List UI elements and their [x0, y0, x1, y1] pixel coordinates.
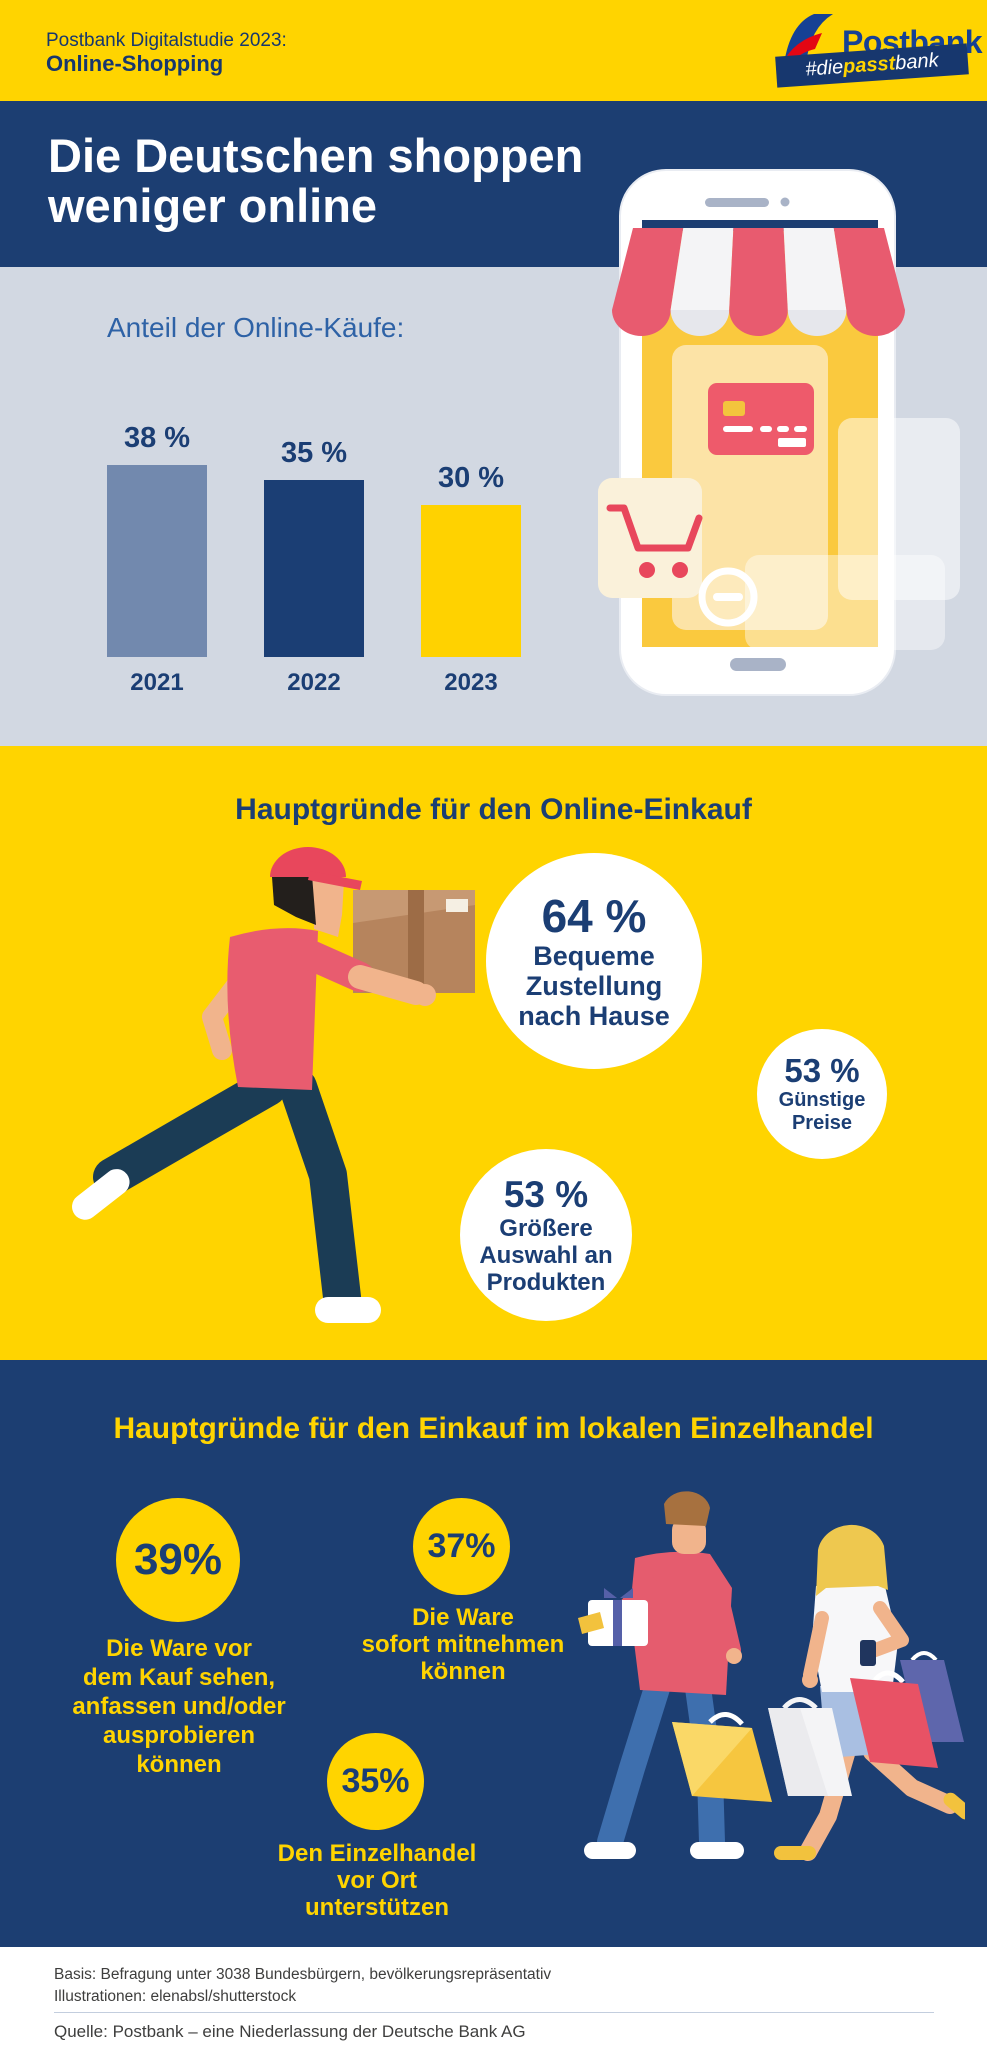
stat-circle-37: 37% [413, 1498, 510, 1595]
bar-value-label: 38 % [123, 422, 191, 454]
stat-value: 37% [427, 1527, 496, 1565]
footer-source: Quelle: Postbank – eine Niederlassung de… [54, 2022, 526, 2041]
bar [421, 505, 521, 657]
stat-label: Günstige Preise [778, 1089, 866, 1134]
local-reasons-heading: Hauptgründe für den Einkauf im lokalen E… [113, 1412, 874, 1445]
bar [264, 480, 364, 657]
study-kicker: Postbank Digitalstudie 2023: [46, 30, 287, 51]
stat-value: 39% [133, 1535, 223, 1584]
bar-value-label: 30 % [437, 462, 505, 494]
stat-circle-53-selection: 53 % Größere Auswahl an Produkten [460, 1149, 632, 1321]
badge-text-post: bank [894, 49, 940, 75]
bar-chart: 38 % 2021 35 % 2022 30 % 2023 [107, 422, 521, 696]
bar-year-label: 2023 [444, 669, 498, 696]
online-reasons-heading: Hauptgründe für den Online-Einkauf [235, 793, 752, 826]
stat-label: Die Ware sofort mitnehmen können [361, 1604, 565, 1685]
footer-band [0, 1947, 987, 2048]
stat-label: Größere Auswahl an Produkten [479, 1215, 613, 1296]
footer-illustrations-credit: Illustrationen: elenabsl/shutterstock [54, 1988, 297, 2005]
bar-year-label: 2022 [287, 669, 341, 696]
stat-value: 35% [341, 1762, 410, 1800]
stat-value: 64 % [541, 890, 647, 942]
bar-column-2021: 38 % 2021 [107, 422, 207, 696]
stat-label: Bequeme Zustellung nach Hause [518, 941, 670, 1031]
bar-column-2023: 30 % 2023 [421, 462, 521, 696]
stat-label: Den Einzelhandel vor Ort unterstützen [277, 1840, 477, 1921]
badge-text-pre: #die [804, 56, 844, 81]
stat-circle-53-prices: 53 % Günstige Preise [757, 1029, 887, 1159]
bar [107, 465, 207, 657]
badge-text-highlight: passt [842, 52, 897, 78]
stat-circle-35: 35% [327, 1733, 424, 1830]
stat-label: Die Ware vor dem Kauf sehen, anfassen un… [72, 1635, 286, 1778]
bar-column-2022: 35 % 2022 [264, 437, 364, 696]
stat-circle-39: 39% [116, 1498, 240, 1622]
page-title: Die Deutschen shoppen weniger online [48, 129, 584, 232]
bar-year-label: 2021 [130, 669, 184, 696]
footer-divider [54, 2012, 934, 2013]
footer-basis-note: Basis: Befragung unter 3038 Bundesbürger… [54, 1966, 552, 1983]
study-topic: Online-Shopping [46, 51, 224, 76]
stat-circle-64: 64 % Bequeme Zustellung nach Hause [486, 853, 702, 1069]
stat-value: 53 % [784, 1052, 860, 1089]
chart-title: Anteil der Online-Käufe: [107, 312, 405, 343]
stat-value: 53 % [503, 1174, 589, 1215]
bar-value-label: 35 % [280, 437, 348, 469]
